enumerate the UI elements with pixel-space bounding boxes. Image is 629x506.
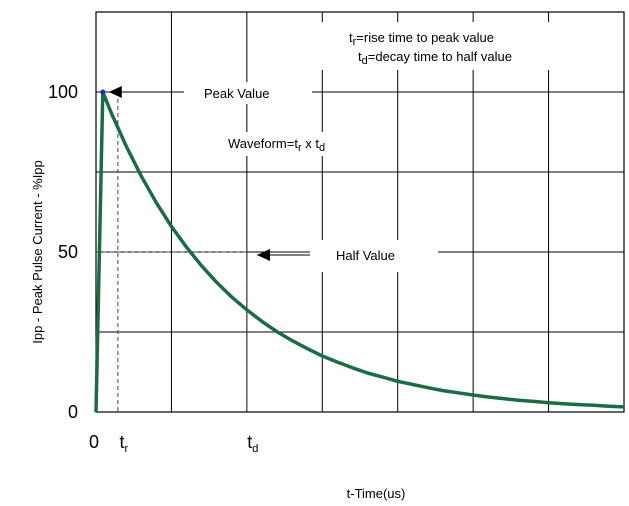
half-arrow [257,249,310,261]
x-tick-label: tr [120,432,129,455]
marker-dashed-lines [96,92,248,412]
series-curve [94,89,625,413]
plot-frame [95,11,625,413]
legend-tr: tr=rise time to peak value [349,30,494,48]
x-tick-label: 0 [89,432,99,452]
x-tick-labels: 0 tr td [89,432,258,455]
peak-point [100,89,106,95]
annotation-arrows [108,86,310,261]
y-tick-label: 100 [48,82,78,102]
y-tick-label: 50 [58,242,78,262]
half-value-label: Half Value [336,248,395,263]
legend-td: td=decay time to half value [358,49,512,67]
plot-border [95,11,625,413]
x-tick-label: td [247,432,258,455]
y-axis-label: Ipp - Peak Pulse Current - %Ipp [30,160,45,344]
annotations: tr=rise time to peak value td=decay time… [184,22,592,272]
waveform-label: Waveform=tr x td [228,136,325,154]
waveform-line [94,90,625,413]
y-tick-labels: 0 50 100 [48,82,78,422]
x-axis-label: t-Time(us) [347,486,406,501]
arrow-head [257,249,270,261]
grid-lines [96,12,624,412]
arrow-head [108,86,122,98]
peak-value-label: Peak Value [204,86,270,101]
peak-arrow [108,86,184,98]
y-tick-label: 0 [68,402,78,422]
